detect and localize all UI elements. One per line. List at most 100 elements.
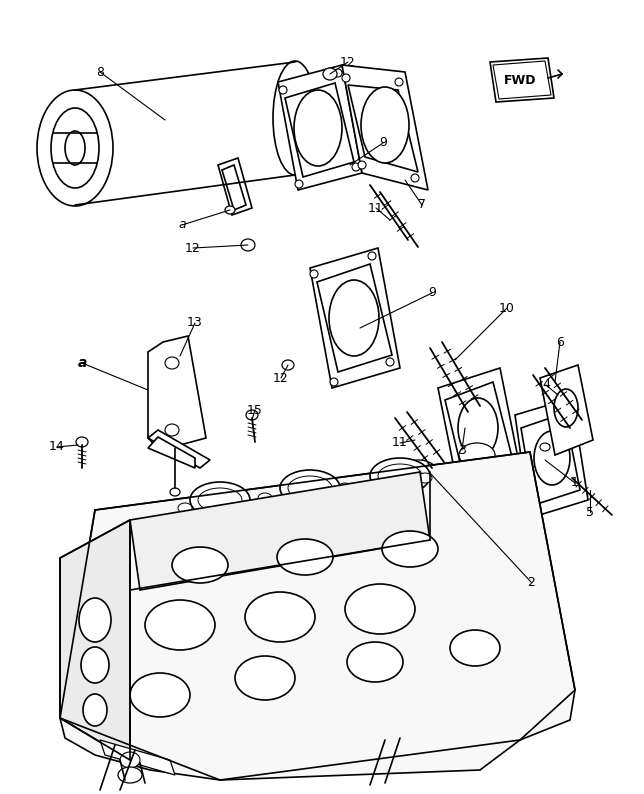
Ellipse shape xyxy=(522,507,532,517)
Polygon shape xyxy=(60,520,130,760)
Ellipse shape xyxy=(378,464,422,488)
Text: a: a xyxy=(178,218,186,232)
Polygon shape xyxy=(490,58,554,102)
Ellipse shape xyxy=(65,131,85,165)
Text: 4: 4 xyxy=(542,379,550,391)
Ellipse shape xyxy=(418,473,432,483)
Polygon shape xyxy=(348,85,418,172)
Ellipse shape xyxy=(361,87,409,163)
Ellipse shape xyxy=(458,398,498,458)
Text: 10: 10 xyxy=(499,302,515,314)
Polygon shape xyxy=(222,165,246,210)
Ellipse shape xyxy=(386,358,394,366)
Ellipse shape xyxy=(165,357,179,369)
Ellipse shape xyxy=(288,476,332,500)
Ellipse shape xyxy=(277,539,333,575)
Text: 3: 3 xyxy=(458,444,466,457)
Polygon shape xyxy=(342,65,428,190)
Polygon shape xyxy=(148,430,210,468)
Ellipse shape xyxy=(310,270,318,278)
Polygon shape xyxy=(278,65,362,190)
Ellipse shape xyxy=(198,488,242,512)
Ellipse shape xyxy=(370,458,430,494)
Ellipse shape xyxy=(342,74,350,82)
Ellipse shape xyxy=(120,752,140,768)
Text: 5: 5 xyxy=(586,506,594,518)
Ellipse shape xyxy=(295,180,303,188)
Ellipse shape xyxy=(534,431,570,485)
Ellipse shape xyxy=(245,592,315,642)
Ellipse shape xyxy=(280,470,340,506)
Ellipse shape xyxy=(225,206,235,214)
Text: 2: 2 xyxy=(527,576,535,588)
Polygon shape xyxy=(148,336,206,448)
Ellipse shape xyxy=(241,239,255,251)
Ellipse shape xyxy=(330,378,338,386)
Polygon shape xyxy=(148,437,195,468)
Ellipse shape xyxy=(130,673,190,717)
Ellipse shape xyxy=(178,503,192,513)
Text: 12: 12 xyxy=(273,372,289,384)
Ellipse shape xyxy=(258,493,272,503)
Ellipse shape xyxy=(323,68,337,80)
Polygon shape xyxy=(438,368,520,488)
Ellipse shape xyxy=(170,488,180,496)
Ellipse shape xyxy=(246,410,258,420)
Text: 14: 14 xyxy=(49,441,65,453)
Polygon shape xyxy=(493,61,551,99)
Polygon shape xyxy=(540,365,593,455)
Ellipse shape xyxy=(554,389,578,427)
Ellipse shape xyxy=(83,694,107,726)
Text: 8: 8 xyxy=(96,65,104,79)
Polygon shape xyxy=(521,413,580,505)
Ellipse shape xyxy=(398,460,438,486)
Polygon shape xyxy=(515,398,588,518)
Ellipse shape xyxy=(165,424,179,436)
Polygon shape xyxy=(130,472,430,590)
Polygon shape xyxy=(445,382,512,475)
Ellipse shape xyxy=(459,443,495,467)
Polygon shape xyxy=(60,452,575,780)
Text: 6: 6 xyxy=(556,336,564,349)
Ellipse shape xyxy=(172,547,228,583)
Polygon shape xyxy=(218,158,252,215)
Polygon shape xyxy=(310,248,400,388)
Text: 12: 12 xyxy=(340,56,356,68)
Polygon shape xyxy=(100,740,175,775)
Ellipse shape xyxy=(273,61,317,175)
Text: 7: 7 xyxy=(418,198,426,211)
Text: a: a xyxy=(77,356,87,370)
Text: 9: 9 xyxy=(379,137,387,149)
Ellipse shape xyxy=(334,69,342,77)
Ellipse shape xyxy=(368,252,376,260)
Ellipse shape xyxy=(76,437,88,447)
Ellipse shape xyxy=(347,642,403,682)
Text: 13: 13 xyxy=(187,317,203,330)
Ellipse shape xyxy=(342,475,382,501)
Polygon shape xyxy=(285,83,354,177)
Text: 1: 1 xyxy=(571,476,579,489)
Text: 12: 12 xyxy=(185,241,201,255)
Text: 15: 15 xyxy=(247,403,263,417)
Ellipse shape xyxy=(145,600,215,650)
Ellipse shape xyxy=(395,78,403,86)
Ellipse shape xyxy=(190,482,250,518)
Ellipse shape xyxy=(450,630,500,666)
Ellipse shape xyxy=(81,647,109,683)
Ellipse shape xyxy=(51,108,99,188)
Ellipse shape xyxy=(235,656,295,700)
Ellipse shape xyxy=(294,90,342,166)
Ellipse shape xyxy=(382,531,438,567)
Text: 11: 11 xyxy=(392,437,408,449)
Ellipse shape xyxy=(352,163,360,171)
Ellipse shape xyxy=(411,174,419,182)
Ellipse shape xyxy=(338,483,352,493)
Polygon shape xyxy=(317,264,392,372)
Ellipse shape xyxy=(540,443,550,451)
Ellipse shape xyxy=(79,598,111,642)
Ellipse shape xyxy=(345,584,415,634)
Ellipse shape xyxy=(37,90,113,206)
Text: 9: 9 xyxy=(428,287,436,299)
Ellipse shape xyxy=(279,86,287,94)
Text: FWD: FWD xyxy=(504,74,536,87)
